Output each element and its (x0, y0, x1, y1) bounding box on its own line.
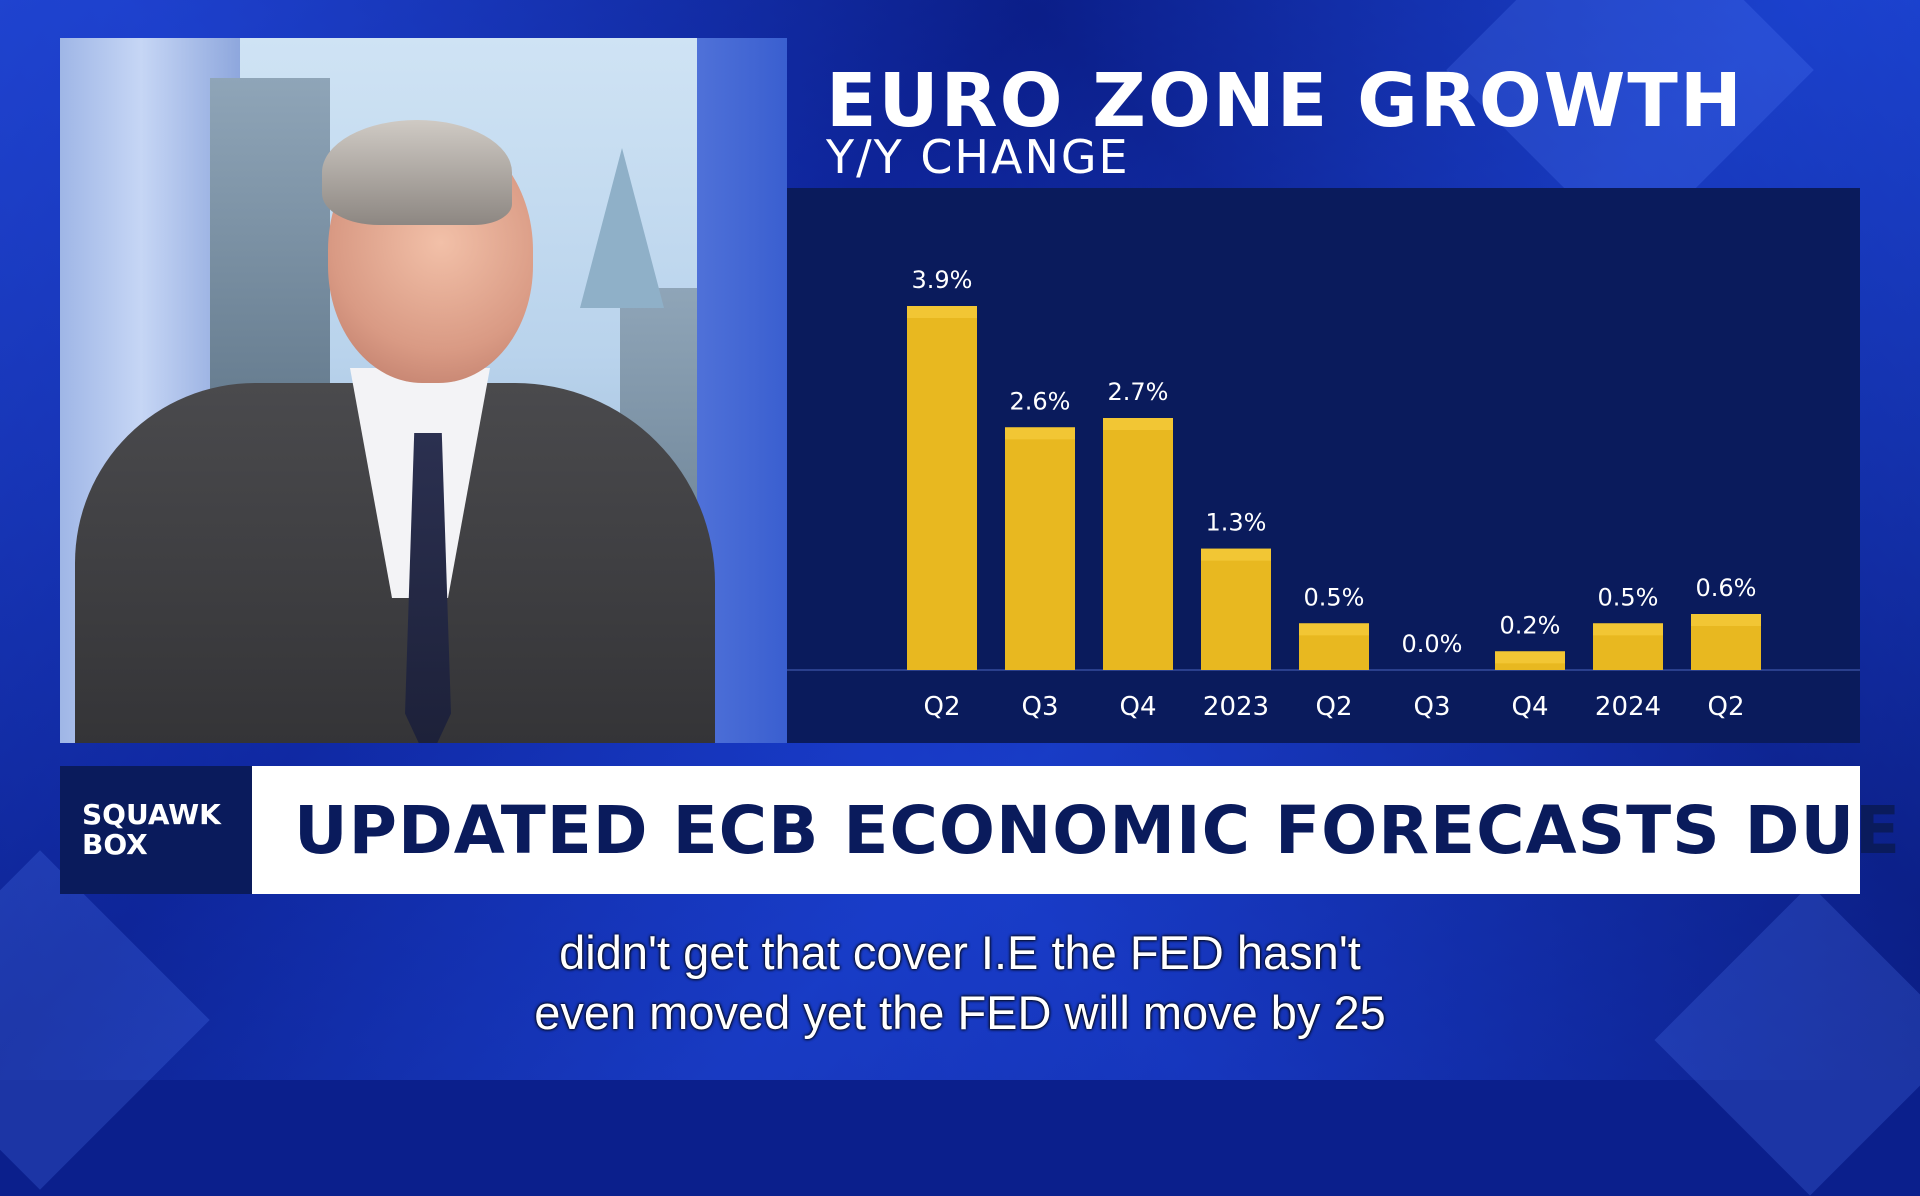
chart-panel: 3.9% Q2 2.6% Q3 2.7% Q4 1.3% 2023 0.5% Q2 0.0% Q3 0.… (787, 188, 1860, 743)
bar-cap (1201, 548, 1271, 561)
caption-line-1: didn't get that cover I.E the FED hasn't (559, 926, 1361, 979)
x-tick-label: Q2 (1315, 692, 1352, 722)
x-tick-label: 2024 (1595, 692, 1661, 722)
presenter-hair (322, 120, 512, 225)
data-label: 2.7% (1108, 378, 1169, 406)
data-label: 3.9% (912, 266, 973, 294)
show-name-line2: BOX (82, 828, 148, 861)
data-label: 0.0% (1402, 630, 1463, 658)
x-tick-label: Q3 (1413, 692, 1450, 722)
headline-banner: UPDATED ECB ECONOMIC FORECASTS DUE (252, 766, 1900, 894)
data-label: 0.6% (1696, 574, 1757, 602)
data-label: 2.6% (1010, 387, 1071, 415)
show-name-line1: SQUAWK (82, 798, 221, 831)
bar-cap (1593, 623, 1663, 636)
show-logo: SQUAWK BOX (60, 766, 252, 894)
data-label: 0.5% (1304, 583, 1365, 611)
bar-cap (1691, 614, 1761, 626)
bar-cap (1005, 427, 1075, 440)
x-tick-label: Q2 (923, 692, 960, 722)
bar-cap (1495, 651, 1565, 664)
bar-cap (907, 306, 977, 318)
chart-subtitle: Y/Y CHANGE (826, 130, 1130, 184)
bar (1201, 548, 1271, 670)
bar (907, 306, 977, 670)
headline-text: UPDATED ECB ECONOMIC FORECASTS DUE (294, 792, 1902, 869)
x-tick-label: Q4 (1119, 692, 1156, 722)
presenter-tie (405, 433, 451, 743)
data-label: 1.3% (1206, 509, 1267, 537)
bar (1005, 427, 1075, 670)
bar-chart: 3.9% Q2 2.6% Q3 2.7% Q4 1.3% 2023 0.5% Q2 0.0% Q3 0.… (787, 266, 1860, 722)
bar-cap (1103, 418, 1173, 430)
caption-line-2: even moved yet the FED will move by 25 (534, 986, 1386, 1039)
bar (1103, 418, 1173, 670)
city-spire (580, 148, 664, 308)
data-label: 0.2% (1500, 611, 1561, 639)
bar-cap (1299, 623, 1369, 636)
x-tick-label: 2023 (1203, 692, 1269, 722)
chart-title: EURO ZONE GROWTH (826, 58, 1744, 144)
x-tick-label: Q3 (1021, 692, 1058, 722)
x-tick-label: Q4 (1511, 692, 1548, 722)
x-tick-label: Q2 (1707, 692, 1744, 722)
data-label: 0.5% (1598, 583, 1659, 611)
video-feed (60, 38, 787, 743)
